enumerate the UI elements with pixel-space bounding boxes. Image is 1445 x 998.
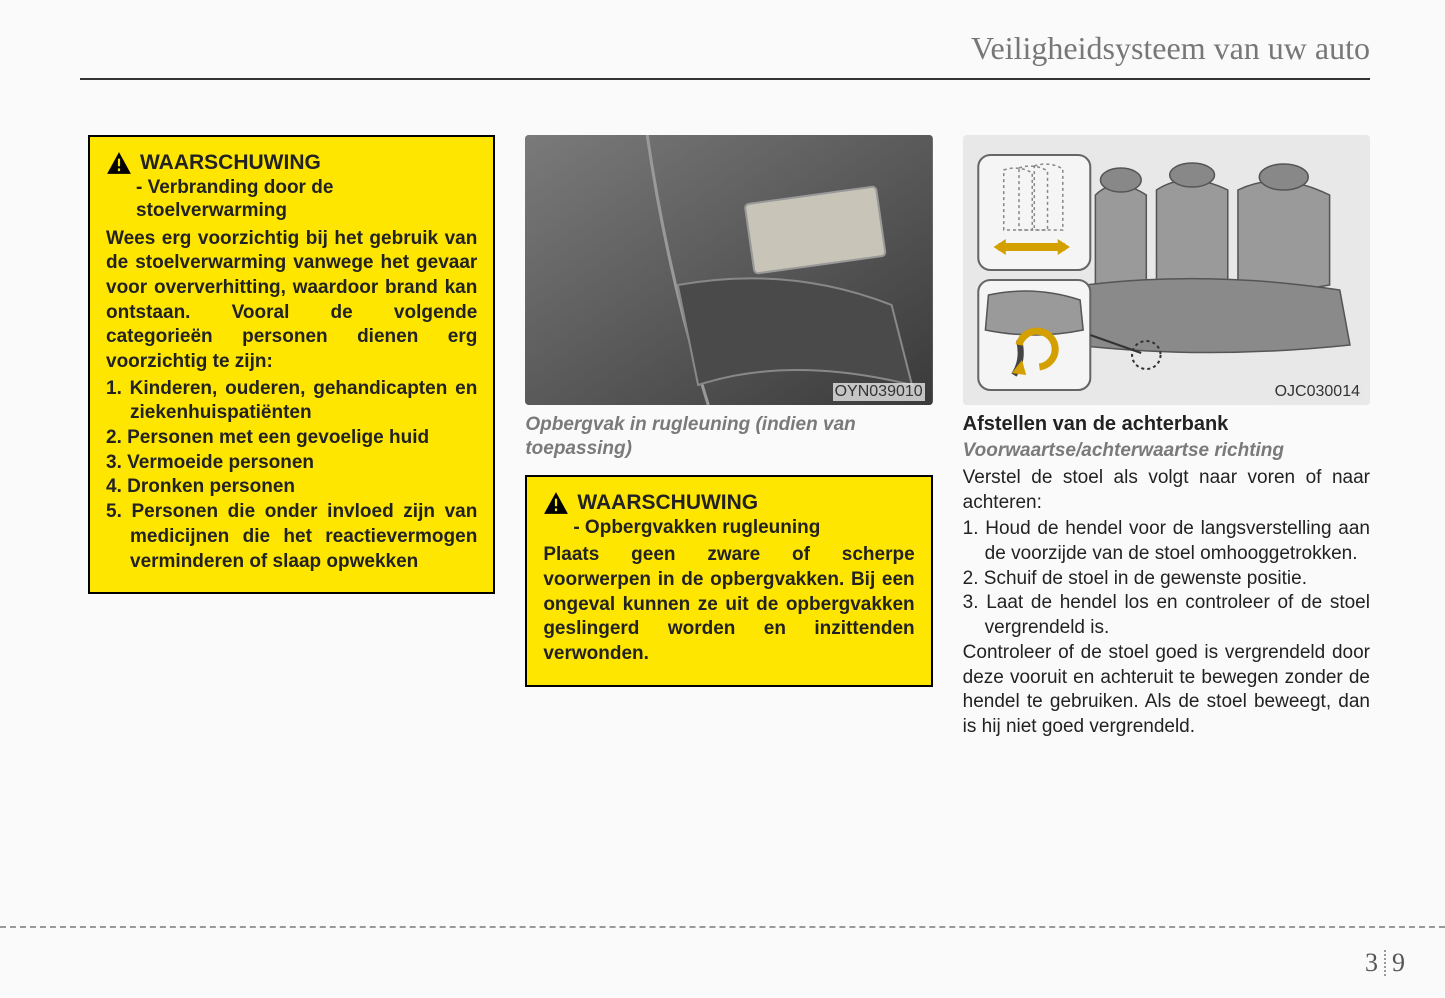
figure-rear-seat-adjust: OJC030014 — [963, 135, 1370, 405]
content-columns: WAARSCHUWING - Verbranding door de stoel… — [88, 135, 1370, 742]
warning-triangle-icon — [106, 151, 132, 175]
column-2: OYN039010 Opbergvak in rugleuning (indie… — [525, 135, 932, 742]
step-item: 3. Laat de hendel los en controleer of d… — [963, 591, 1370, 640]
warning-header: WAARSCHUWING — [543, 491, 914, 515]
figure-label: OYN039010 — [833, 383, 925, 401]
chapter-number: 3 — [1365, 948, 1378, 978]
footer-divider — [0, 926, 1445, 928]
figure-label: OJC030014 — [1273, 383, 1362, 401]
section-title: Afstellen van de achterbank — [963, 413, 1370, 436]
steps-list: 1. Houd de hendel voor de langsverstelli… — [963, 517, 1370, 640]
warning-title: WAARSCHUWING — [140, 151, 321, 175]
outro-text: Controleer of de stoel goed is vergrende… — [963, 641, 1370, 740]
warning-subtitle: - Verbranding door de stoelverwarming — [136, 177, 477, 223]
figure-caption: Opbergvak in rugleuning (indien van toep… — [525, 413, 932, 461]
warning-title: WAARSCHUWING — [577, 491, 758, 515]
page-number-separator — [1384, 950, 1386, 976]
warning-list: 1. Kinderen, ouderen, gehandicapten en z… — [106, 377, 477, 575]
warning-body: Plaats geen zware of scherpe voorwerpen … — [543, 543, 914, 666]
intro-text: Verstel de stoel als volgt naar voren of… — [963, 466, 1370, 515]
column-1: WAARSCHUWING - Verbranding door de stoel… — [88, 135, 495, 742]
warning-subtitle: - Opbergvakken rugleuning — [573, 517, 914, 540]
figure-seatback-pocket: OYN039010 — [525, 135, 932, 405]
step-item: 1. Houd de hendel voor de langsverstelli… — [963, 517, 1370, 566]
warning-body: Wees erg voorzichtig bij het gebruik van… — [106, 227, 477, 375]
page-number: 3 9 — [1365, 948, 1405, 978]
warning-box-seat-heating: WAARSCHUWING - Verbranding door de stoel… — [88, 135, 495, 594]
page-num: 9 — [1392, 948, 1405, 978]
warning-list-item: 2. Personen met een gevoelige huid — [106, 426, 477, 451]
section-subtitle: Voorwaartse/achterwaartse richting — [963, 440, 1370, 462]
warning-list-item: 4. Dronken personen — [106, 475, 477, 500]
warning-box-seatback-pocket: WAARSCHUWING - Opbergvakken rugleuning P… — [525, 475, 932, 687]
column-3: OJC030014 Afstellen van de achterbank Vo… — [963, 135, 1370, 742]
header-divider — [80, 78, 1370, 80]
warning-list-item: 3. Vermoeide personen — [106, 451, 477, 476]
warning-list-item: 5. Personen die onder invloed zijn van m… — [106, 500, 477, 574]
warning-list-item: 1. Kinderen, ouderen, gehandicapten en z… — [106, 377, 477, 426]
step-item: 2. Schuif de stoel in de gewenste positi… — [963, 567, 1370, 592]
page-header-title: Veiligheidsysteem van uw auto — [971, 30, 1370, 67]
warning-header: WAARSCHUWING — [106, 151, 477, 175]
warning-triangle-icon — [543, 491, 569, 515]
